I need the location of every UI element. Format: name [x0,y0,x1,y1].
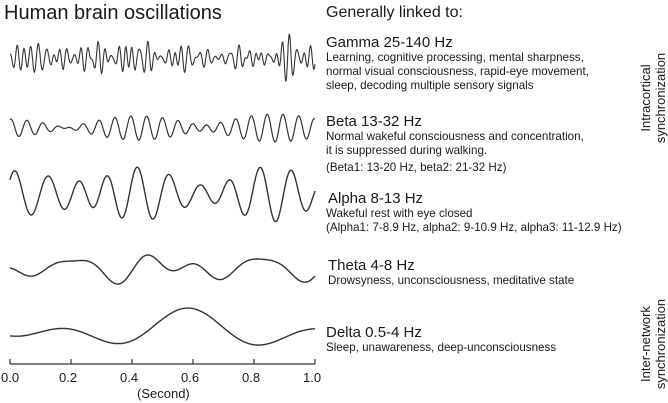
band-beta: Beta 13-32 Hz Normal wakeful consciousne… [326,113,584,175]
band-desc: Learning, cognitive processing, mental s… [326,51,584,64]
tick-label: 1.0 [303,370,322,385]
label-line: Intracortical [638,64,653,132]
theta-wave [9,254,316,285]
band-desc: normal visual consciousness, rapid-eye m… [326,65,589,78]
band-name: Theta 4-8 Hz [328,257,415,274]
beta-wave [9,113,316,143]
band-desc: Sleep, unawareness, deep-unconsciousness [326,341,557,354]
delta-wave [9,307,315,346]
band-name: Delta 0.5-4 Hz [326,324,422,341]
band-desc: Wakeful rest with eye closed [326,207,473,220]
internetwork-label: Inter-network synchronization [638,284,668,403]
band-desc: it is suppressed during walking. [326,144,488,157]
diagram-title: Human brain oscillations [4,2,222,24]
tick-label: 0.0 [1,370,20,385]
label-line: synchronization [653,298,668,390]
band-desc: (Alpha1: 7-8.9 Hz, alpha2: 9-10.9 Hz, al… [326,221,622,234]
tick-label: 0.6 [181,370,200,385]
intracortical-label: Intracortical synchronization [638,43,668,153]
band-desc: sleep, decoding multiple sensory signals [326,79,534,92]
tick-label: 0.4 [120,370,139,385]
label-line: Inter-network [638,306,653,382]
tick-label: 0.2 [59,370,78,385]
band-gamma: Gamma 25-140 Hz Learning, cognitive proc… [326,34,589,93]
band-name: Gamma 25-140 Hz [326,34,453,51]
tick-label: 0.8 [242,370,261,385]
gamma-wave [9,33,316,82]
band-desc: (Beta1: 13-20 Hz, beta2: 21-32 Hz) [326,161,507,174]
band-name: Alpha 8-13 Hz [328,190,424,207]
linked-heading: Generally linked to: [326,4,463,21]
band-desc: Drowsyness, unconsciousness, meditative … [328,274,575,287]
band-delta: Delta 0.5-4 Hz Sleep, unawareness, deep-… [326,324,556,355]
label-line: synchronization [653,52,668,144]
alpha-wave [9,166,316,223]
axis-label: (Second) [137,386,190,401]
band-theta: Theta 4-8 Hz Drowsyness, unconsciousness… [328,257,574,288]
band-desc: Normal wakeful consciousness and concent… [326,130,584,143]
band-alpha: Alpha 8-13 Hz Wakeful rest with eye clos… [326,190,622,235]
band-name: Beta 13-32 Hz [326,113,422,130]
